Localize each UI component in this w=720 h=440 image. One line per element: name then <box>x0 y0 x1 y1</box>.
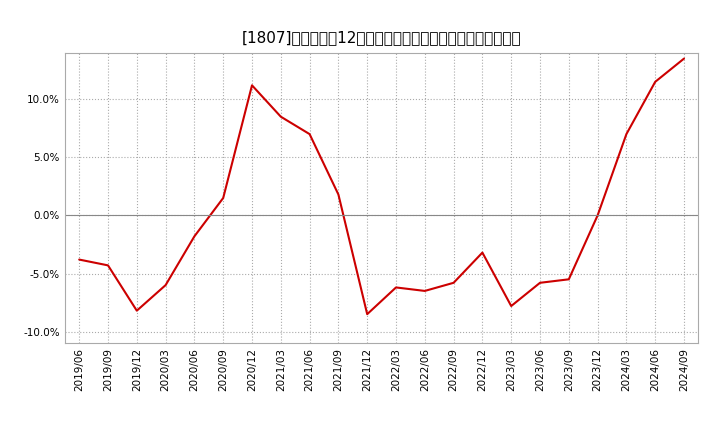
Title: [1807]　売上高の12か月移動合計の対前年同期増減率の推移: [1807] 売上高の12か月移動合計の対前年同期増減率の推移 <box>242 29 521 45</box>
